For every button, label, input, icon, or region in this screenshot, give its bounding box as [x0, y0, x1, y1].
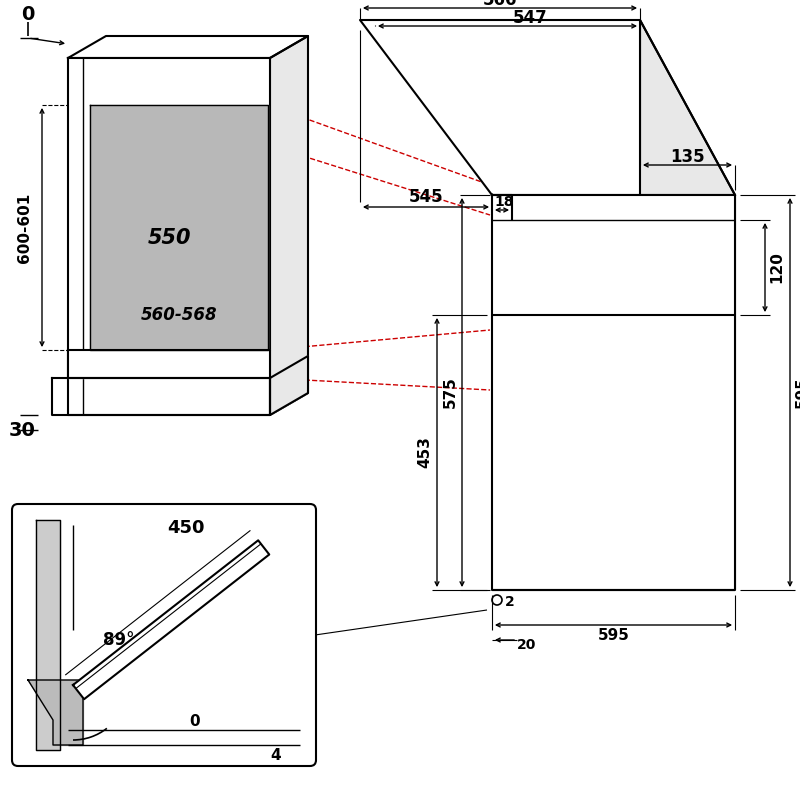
Text: 550: 550: [147, 227, 190, 247]
Polygon shape: [492, 195, 735, 590]
Text: 545: 545: [409, 188, 443, 206]
Polygon shape: [270, 356, 308, 415]
Text: 0: 0: [22, 6, 34, 25]
Polygon shape: [28, 680, 83, 745]
Text: 89°: 89°: [103, 631, 134, 649]
Text: 560-568: 560-568: [141, 306, 218, 324]
Polygon shape: [640, 20, 735, 590]
Text: 4: 4: [270, 747, 281, 762]
Polygon shape: [270, 36, 308, 415]
Polygon shape: [360, 20, 735, 195]
Polygon shape: [68, 36, 308, 58]
Text: 18: 18: [494, 195, 514, 209]
Polygon shape: [36, 520, 60, 750]
Text: 2: 2: [505, 595, 515, 609]
Text: 20: 20: [517, 638, 536, 652]
Text: 120: 120: [770, 251, 785, 283]
FancyBboxPatch shape: [12, 504, 316, 766]
Text: 566: 566: [482, 0, 518, 9]
Text: 135: 135: [670, 148, 705, 166]
Polygon shape: [90, 105, 268, 350]
Text: 0: 0: [190, 714, 200, 730]
Polygon shape: [68, 58, 270, 415]
Text: 547: 547: [513, 9, 547, 27]
Polygon shape: [73, 540, 270, 699]
Text: 575: 575: [442, 377, 458, 409]
Text: 595: 595: [598, 627, 630, 642]
Polygon shape: [52, 378, 270, 415]
Polygon shape: [68, 350, 270, 378]
Text: 453: 453: [418, 437, 433, 469]
Text: 30: 30: [9, 421, 35, 439]
Text: 450: 450: [166, 519, 204, 537]
Text: 595: 595: [794, 377, 800, 409]
Text: 600-601: 600-601: [17, 192, 31, 262]
